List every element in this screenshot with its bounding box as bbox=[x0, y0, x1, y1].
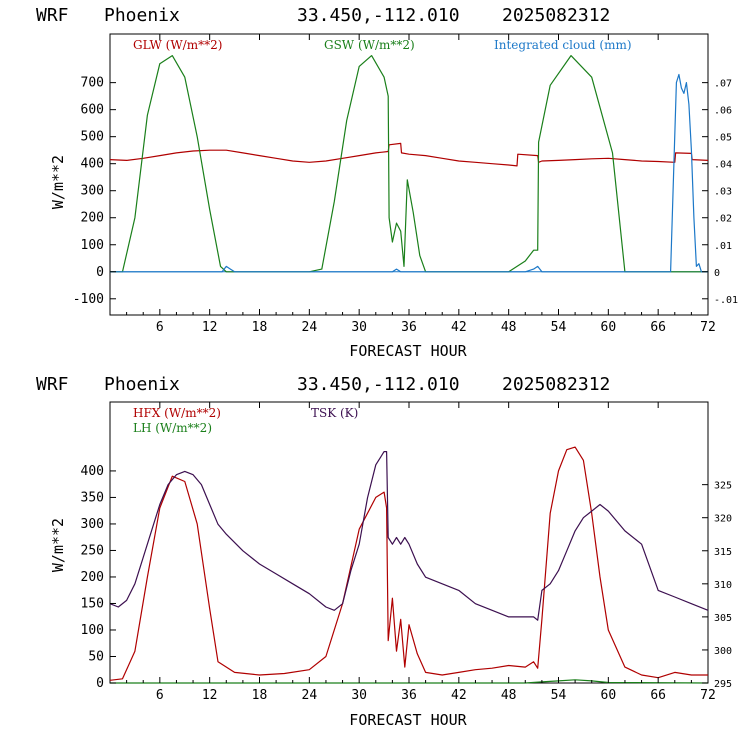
x-tick-label: 12 bbox=[202, 688, 218, 703]
panel-radiation: WRF Phoenix 33.450,-112.010 2025082312 6… bbox=[36, 5, 738, 360]
x-tick-label: 48 bbox=[501, 320, 517, 335]
y-tick-label: 700 bbox=[81, 76, 104, 91]
header-coords: 33.450,-112.010 bbox=[297, 374, 460, 395]
plot-area bbox=[109, 54, 709, 273]
y-axis-ticks: -100 0 100 200 300 400 500 600 700 bbox=[73, 76, 116, 307]
x-tick-label: 72 bbox=[700, 320, 716, 335]
legend-hfx: HFX (W/m**2) bbox=[133, 406, 221, 420]
y2-tick-label: -.01 bbox=[714, 295, 738, 306]
y2-axis-ticks: 295 300 305 310 315 320 325 bbox=[702, 481, 732, 690]
y2-tick-label: .02 bbox=[714, 214, 732, 225]
x-tick-label: 66 bbox=[650, 320, 666, 335]
legend-gsw: GSW (W/m**2) bbox=[324, 38, 415, 52]
x-tick-label: 66 bbox=[650, 688, 666, 703]
series-gsw-line bbox=[110, 54, 708, 273]
x-tick-label: 42 bbox=[451, 688, 467, 703]
legend-cloud: Integrated cloud (mm) bbox=[494, 38, 632, 52]
y-axis-ticks: 0 50 100 150 200 250 300 350 400 bbox=[81, 464, 116, 691]
series-lh-line bbox=[110, 679, 709, 684]
header-location: Phoenix bbox=[104, 5, 180, 26]
y-axis-label: W/m**2 bbox=[49, 518, 67, 572]
x-axis-label: FORECAST HOUR bbox=[349, 711, 467, 729]
y-tick-label: 500 bbox=[81, 130, 104, 145]
x-tick-label: 24 bbox=[302, 320, 318, 335]
y2-tick-label: 305 bbox=[714, 613, 732, 624]
x-tick-label: 18 bbox=[252, 688, 268, 703]
x-tick-label: 6 bbox=[156, 320, 164, 335]
y-tick-label: 200 bbox=[81, 570, 104, 585]
x-tick-label: 54 bbox=[551, 688, 567, 703]
x-tick-label: 60 bbox=[601, 320, 617, 335]
y2-tick-label: 320 bbox=[714, 514, 732, 525]
y-tick-label: 0 bbox=[96, 676, 104, 691]
y2-axis-ticks: -.01 0 .01 .02 .03 .04 .05 .06 .07 bbox=[702, 79, 738, 306]
y-tick-label: -100 bbox=[73, 292, 104, 307]
y2-tick-label: .01 bbox=[714, 241, 732, 252]
y2-tick-label: 310 bbox=[714, 580, 732, 591]
y-tick-label: 300 bbox=[81, 517, 104, 532]
x-axis-label: FORECAST HOUR bbox=[349, 342, 467, 360]
y-tick-label: 350 bbox=[81, 490, 104, 505]
y-tick-label: 50 bbox=[88, 649, 104, 664]
series-tsk-line bbox=[109, 451, 709, 621]
y2-tick-label: 295 bbox=[714, 679, 732, 690]
header-coords: 33.450,-112.010 bbox=[297, 5, 460, 26]
x-tick-label: 48 bbox=[501, 688, 517, 703]
header-run: 2025082312 bbox=[502, 5, 610, 26]
series-hfx-line bbox=[109, 446, 708, 681]
x-axis-ticks: 6 12 18 24 30 36 42 48 54 60 66 72 bbox=[126, 34, 716, 335]
y-tick-label: 100 bbox=[81, 238, 104, 253]
x-tick-label: 30 bbox=[351, 320, 367, 335]
x-tick-label: 42 bbox=[451, 320, 467, 335]
y2-tick-label: .03 bbox=[714, 187, 732, 198]
legend-glw: GLW (W/m**2) bbox=[133, 38, 222, 52]
y-axis-label: W/m**2 bbox=[49, 155, 67, 209]
y2-tick-label: 300 bbox=[714, 646, 732, 657]
y-tick-label: 400 bbox=[81, 157, 104, 172]
series-glw-line bbox=[109, 142, 709, 167]
x-tick-label: 54 bbox=[551, 320, 567, 335]
legend-tsk: TSK (K) bbox=[311, 406, 358, 420]
panel-fluxes: WRF Phoenix 33.450,-112.010 2025082312 6… bbox=[36, 374, 732, 729]
y-tick-label: 100 bbox=[81, 623, 104, 638]
header-model: WRF bbox=[36, 374, 69, 395]
x-tick-label: 36 bbox=[401, 688, 417, 703]
legend-lh: LH (W/m**2) bbox=[133, 421, 212, 435]
series-integrated-cloud-line bbox=[110, 73, 708, 273]
x-tick-label: 72 bbox=[700, 688, 716, 703]
y-tick-label: 300 bbox=[81, 184, 104, 199]
y-tick-label: 600 bbox=[81, 103, 104, 118]
y2-tick-label: 325 bbox=[714, 481, 732, 492]
plot-area bbox=[109, 446, 709, 684]
y-tick-label: 400 bbox=[81, 464, 104, 479]
y-tick-label: 250 bbox=[81, 543, 104, 558]
x-tick-label: 30 bbox=[351, 688, 367, 703]
x-tick-label: 24 bbox=[302, 688, 318, 703]
header-run: 2025082312 bbox=[502, 374, 610, 395]
y-tick-label: 200 bbox=[81, 211, 104, 226]
y2-tick-label: 0 bbox=[714, 268, 720, 279]
header-location: Phoenix bbox=[104, 374, 180, 395]
x-tick-label: 60 bbox=[601, 688, 617, 703]
plot-frame bbox=[109, 33, 709, 316]
y2-tick-label: .05 bbox=[714, 133, 732, 144]
y-tick-label: 150 bbox=[81, 596, 104, 611]
x-tick-label: 12 bbox=[202, 320, 218, 335]
header-model: WRF bbox=[36, 5, 69, 26]
y-tick-label: 0 bbox=[96, 265, 104, 280]
x-axis-ticks: 6 12 18 24 30 36 42 48 54 60 66 72 bbox=[126, 402, 716, 703]
x-tick-label: 36 bbox=[401, 320, 417, 335]
y2-tick-label: .04 bbox=[714, 160, 732, 171]
x-tick-label: 6 bbox=[156, 688, 164, 703]
y2-tick-label: 315 bbox=[714, 547, 732, 558]
y2-tick-label: .06 bbox=[714, 106, 732, 117]
y2-tick-label: .07 bbox=[714, 79, 732, 90]
x-tick-label: 18 bbox=[252, 320, 268, 335]
